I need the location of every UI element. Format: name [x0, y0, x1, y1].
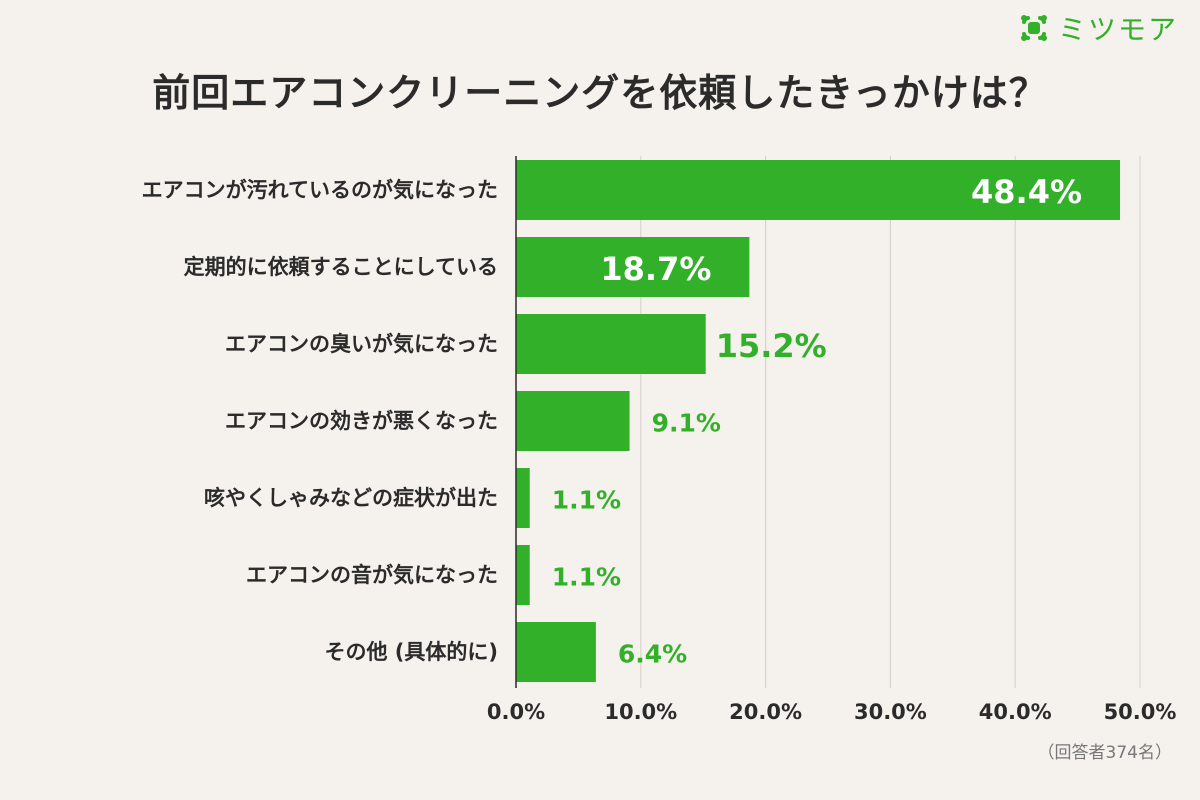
value-label: 48.4% [971, 173, 1082, 211]
value-label: 1.1% [552, 563, 621, 592]
category-label: エアコンの臭いが気になった [225, 332, 498, 356]
value-label: 18.7% [600, 250, 711, 288]
x-tick-label: 0.0% [487, 700, 545, 724]
category-label: エアコンの音が気になった [246, 563, 498, 587]
value-label: 6.4% [618, 640, 687, 669]
bar [516, 391, 630, 451]
brand-logo: ミツモア [1018, 8, 1178, 48]
logo-text: ミツモア [1057, 13, 1178, 46]
x-tick-label: 50.0% [1104, 700, 1177, 724]
category-label: エアコンが汚れているのが気になった [142, 178, 498, 202]
x-tick-label: 20.0% [729, 700, 802, 724]
x-tick-label: 30.0% [854, 700, 927, 724]
x-tick-label: 40.0% [979, 700, 1052, 724]
bar [516, 468, 530, 528]
value-label: 9.1% [652, 409, 721, 438]
bar [516, 622, 596, 682]
x-tick-label: 10.0% [604, 700, 677, 724]
mitsumore-logo-icon [1020, 15, 1047, 41]
category-label: 定期的に依頼することにしている [184, 255, 498, 279]
category-label: 咳やくしゃみなどの症状が出た [204, 486, 498, 510]
chart-title: 前回エアコンクリーニングを依頼したきっかけは？ [152, 71, 1048, 115]
category-label: その他 (具体的に) [324, 640, 498, 664]
bar [516, 160, 1121, 220]
bar [516, 545, 530, 605]
bar [516, 314, 706, 374]
bar [516, 237, 750, 297]
value-label: 1.1% [552, 486, 621, 515]
category-label: エアコンの効きが悪くなった [225, 409, 498, 433]
respondent-count-note: （回答者374名） [1037, 743, 1172, 763]
value-label: 15.2% [716, 327, 827, 365]
